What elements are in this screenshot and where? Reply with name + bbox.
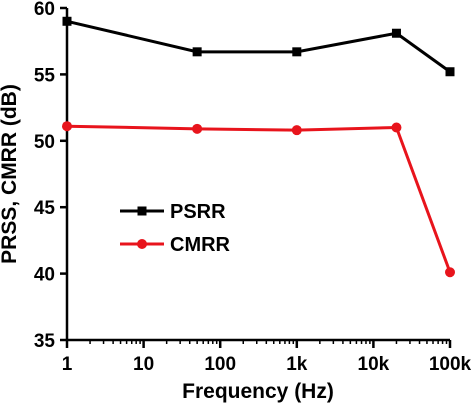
y-tick-label: 55 [34, 65, 56, 86]
series-cmrr [62, 121, 455, 278]
y-tick-label: 60 [34, 0, 55, 20]
series-psrr [62, 16, 455, 77]
chart-series [62, 16, 455, 278]
y-tick-label: 50 [34, 132, 55, 153]
y-axis-title: PRSS, CMRR (dB) [0, 84, 21, 264]
data-point [291, 125, 302, 136]
x-tick-label: 1k [286, 354, 308, 375]
x-tick-label: 10k [358, 354, 390, 375]
data-point [391, 28, 401, 38]
chart-axes: 35 40 45 50 55 60 1 10 100 1k 10k 100k [34, 0, 472, 375]
x-axis-title: Frequency (Hz) [182, 380, 334, 403]
data-point [445, 67, 455, 77]
data-point [292, 47, 302, 57]
data-point [62, 121, 72, 132]
legend-label: PSRR [170, 201, 226, 223]
data-point [445, 267, 455, 278]
data-point [192, 47, 202, 57]
data-point [391, 122, 402, 133]
x-tick-label: 100 [204, 354, 236, 375]
data-point [192, 123, 203, 134]
series-line [66, 124, 452, 273]
legend-marker [137, 206, 147, 216]
y-tick-label: 40 [34, 265, 55, 286]
legend-item-cmrr: CMRR [120, 234, 231, 256]
legend-label: CMRR [170, 234, 231, 256]
x-tick-label: 10 [133, 354, 154, 375]
data-point [62, 16, 72, 26]
legend-marker [137, 239, 147, 249]
y-tick-label: 45 [34, 198, 56, 219]
chart-legend: PSRR CMRR [120, 201, 231, 256]
x-tick-label: 100k [429, 354, 472, 375]
legend-item-psrr: PSRR [120, 201, 226, 223]
y-tick-label: 35 [34, 331, 56, 352]
x-tick-label: 1 [62, 354, 73, 375]
